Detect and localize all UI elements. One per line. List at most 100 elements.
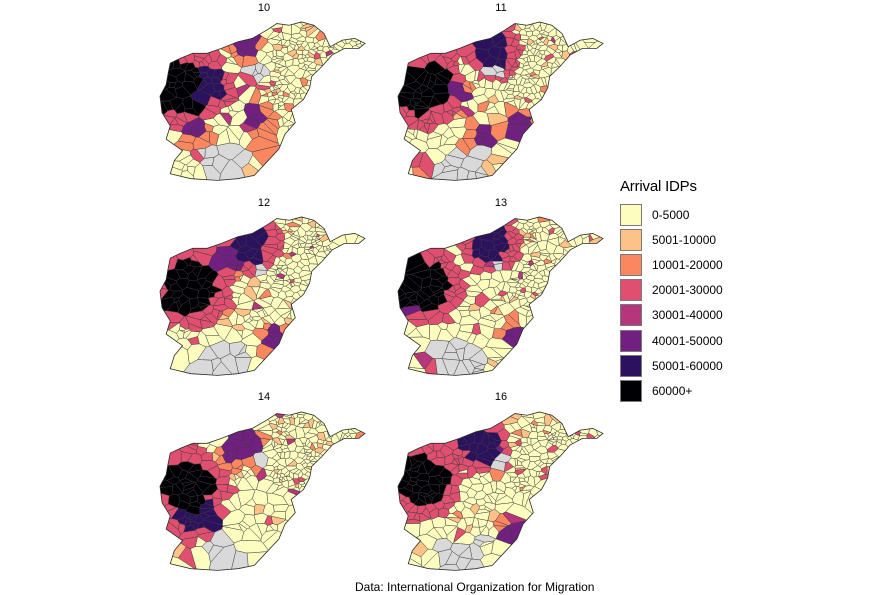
district [541, 30, 549, 37]
district [287, 123, 365, 181]
district [530, 486, 603, 544]
panel-title: 16 [495, 391, 507, 403]
district [542, 429, 552, 435]
district [293, 473, 299, 479]
district [252, 248, 264, 262]
legend-label: 30001-40000 [652, 308, 723, 323]
district [544, 75, 603, 105]
district [457, 55, 464, 65]
district [517, 472, 526, 479]
district [316, 216, 350, 233]
district [482, 54, 499, 68]
district [402, 496, 412, 505]
district [285, 21, 338, 26]
district [299, 21, 334, 30]
district [160, 420, 182, 466]
legend-items: 0-5000 5001-10000 10001-20000 20001-30000 30… [620, 202, 723, 404]
district [176, 536, 198, 549]
district [307, 51, 315, 59]
districts [160, 411, 365, 571]
district [309, 461, 330, 471]
legend-item: 40001-50000 [620, 328, 723, 353]
district [437, 293, 448, 306]
district [309, 245, 314, 249]
district [531, 97, 591, 121]
district [272, 477, 280, 484]
district [300, 92, 365, 128]
panel-title: 10 [258, 2, 270, 14]
district [494, 70, 506, 79]
district [197, 431, 211, 449]
district [517, 271, 523, 280]
district [255, 318, 265, 329]
legend-label: 20001-30000 [652, 283, 723, 298]
district [478, 246, 487, 257]
district [287, 231, 294, 236]
district [521, 281, 529, 288]
district [537, 291, 603, 324]
district [218, 159, 251, 181]
district [523, 444, 534, 454]
district [491, 538, 550, 570]
district [428, 483, 440, 494]
district [487, 442, 498, 450]
district [285, 503, 365, 571]
legend-label: 50001-60000 [652, 358, 723, 373]
country-border [159, 21, 366, 181]
district [527, 216, 539, 224]
district [406, 319, 429, 328]
district [495, 357, 594, 376]
district [398, 164, 415, 181]
district [508, 518, 603, 571]
district [528, 259, 534, 267]
district [341, 216, 365, 253]
district [424, 60, 446, 75]
district [213, 323, 233, 341]
district [586, 432, 597, 473]
district [251, 145, 362, 181]
district [307, 427, 319, 435]
district [278, 95, 285, 99]
district [453, 501, 466, 513]
district [550, 66, 603, 103]
district [216, 53, 227, 68]
district [270, 511, 287, 520]
district [510, 450, 522, 459]
district [273, 256, 281, 266]
district [426, 450, 438, 461]
district [479, 476, 490, 485]
district [227, 484, 240, 495]
district [538, 282, 603, 323]
district [459, 411, 505, 434]
district [344, 432, 351, 437]
district [472, 257, 487, 269]
map-panel-10: 10 [159, 2, 366, 181]
district [521, 423, 533, 433]
district [183, 107, 200, 117]
district [588, 415, 598, 438]
district [303, 276, 365, 314]
country-border [397, 216, 604, 376]
legend-swatch [620, 228, 642, 251]
district [485, 101, 495, 112]
panel-title: 13 [495, 197, 507, 209]
district [192, 522, 199, 531]
district [483, 362, 526, 376]
district [316, 438, 325, 445]
district [577, 435, 590, 458]
district [228, 310, 238, 327]
legend: Arrival IDPs 0-5000 5001-10000 10001-20000… [620, 178, 723, 404]
district [241, 321, 256, 332]
district [312, 442, 319, 450]
legend-item: 30001-40000 [620, 303, 723, 328]
district [164, 21, 215, 59]
district [285, 465, 298, 472]
district [544, 21, 568, 34]
district [480, 553, 571, 571]
district [221, 62, 242, 74]
district [297, 45, 305, 51]
district [527, 475, 536, 488]
district [440, 21, 458, 59]
district [553, 448, 596, 472]
